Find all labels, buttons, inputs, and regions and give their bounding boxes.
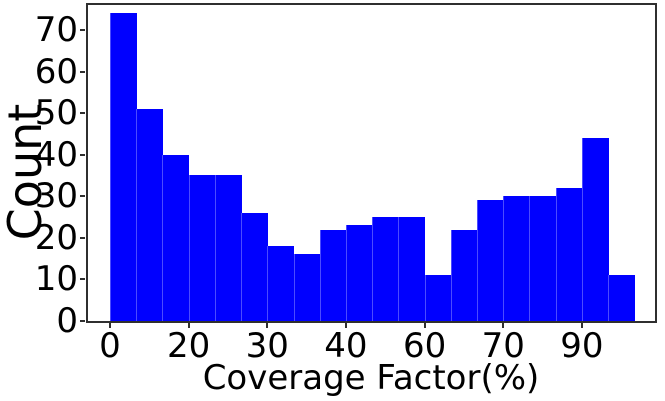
x-tick-label: 20 <box>167 326 211 366</box>
histogram-bar <box>293 254 321 321</box>
y-tick-label: 60 <box>34 51 78 92</box>
histogram-bar <box>214 175 242 321</box>
histogram-bar <box>345 225 373 321</box>
y-tick-mark <box>80 195 85 198</box>
histogram-bar <box>188 175 216 321</box>
x-tick-mark <box>266 323 269 328</box>
y-tick-mark <box>80 70 85 73</box>
x-tick-label: 70 <box>481 326 525 366</box>
y-tick-label: 70 <box>34 9 78 50</box>
y-tick-label: 30 <box>34 176 78 217</box>
x-tick-label: 0 <box>99 326 121 366</box>
histogram-bar <box>503 196 531 321</box>
histogram-bar <box>529 196 557 321</box>
y-tick-label: 40 <box>34 134 78 175</box>
histogram-bar <box>372 217 400 321</box>
y-tick-label: 50 <box>34 93 78 134</box>
histogram-bar <box>136 108 164 321</box>
histogram-bar <box>424 275 452 321</box>
x-tick-mark <box>580 323 583 328</box>
x-tick-mark <box>502 323 505 328</box>
histogram-bar <box>477 200 504 321</box>
x-tick-label: 30 <box>245 326 289 366</box>
x-tick-label: 60 <box>402 326 447 366</box>
histogram-bar <box>450 229 478 321</box>
bars-container <box>88 5 655 321</box>
y-tick-mark <box>80 278 85 281</box>
histogram-bar <box>398 217 426 321</box>
histogram-bar <box>162 154 190 321</box>
y-tick-label: 20 <box>34 217 78 258</box>
x-tick-label: 90 <box>560 326 604 366</box>
histogram-bar <box>319 229 347 321</box>
y-tick-label: 0 <box>56 301 78 341</box>
histogram-bar <box>555 187 583 321</box>
x-tick-mark <box>187 323 190 328</box>
plot-area <box>86 3 657 323</box>
y-tick-mark <box>80 112 85 115</box>
x-tick-mark <box>344 323 347 328</box>
histogram-bar <box>241 212 269 321</box>
histogram-bar <box>581 138 609 321</box>
x-tick-label: 40 <box>324 326 368 366</box>
x-tick-mark <box>109 323 111 328</box>
y-tick-mark <box>80 28 85 31</box>
x-tick-mark <box>423 323 426 328</box>
x-axis-title: Coverage Factor(%) <box>202 358 540 398</box>
y-tick-mark <box>80 320 85 322</box>
y-tick-label: 10 <box>34 259 78 300</box>
histogram-bar <box>267 246 295 321</box>
y-tick-mark <box>80 236 85 239</box>
histogram-bar <box>608 275 636 321</box>
y-tick-mark <box>80 153 85 156</box>
histogram-bar <box>110 13 137 321</box>
